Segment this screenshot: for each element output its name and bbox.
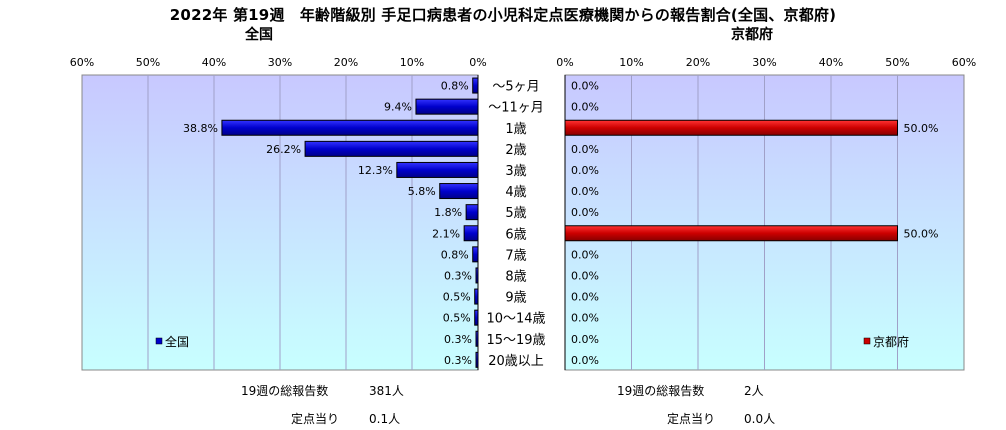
kyoto-total-label: 19週の総報告数 xyxy=(617,384,705,398)
page-title: 2022年 第19週 年齢階級別 手足口病患者の小児科定点医療機関からの報告割合… xyxy=(169,6,837,24)
bar xyxy=(472,246,479,263)
national-per-label: 定点当り xyxy=(291,412,340,426)
bar xyxy=(474,288,479,305)
category-label: 9歳 xyxy=(505,291,526,306)
kyoto-chart: 0% 10% 20% 30% 40% 50% 60% 0.0% 0.0% 50.0% 0.0% 0.0… xyxy=(556,56,976,371)
category-label: ～11ヶ月 xyxy=(488,101,544,116)
tick-label: 50% xyxy=(885,56,909,69)
national-total-value: 381人 xyxy=(369,384,404,398)
data-label: 0.0% xyxy=(571,248,599,261)
data-label: 0.0% xyxy=(571,354,599,367)
bar xyxy=(221,119,479,136)
bar xyxy=(475,267,479,284)
data-label: 0.0% xyxy=(571,80,599,93)
data-label: 0.0% xyxy=(571,333,599,346)
tick-label: 60% xyxy=(952,56,976,69)
data-label: 0.5% xyxy=(443,291,471,304)
tick-label: 40% xyxy=(202,56,226,69)
data-label: 0.3% xyxy=(444,333,472,346)
category-axis-labels: ～5ヶ月 ～11ヶ月 1歳 2歳 3歳 4歳 5歳 6歳 7歳 8歳 9歳 10～14歳 15～19歳 2… xyxy=(486,80,545,369)
data-label: 0.0% xyxy=(571,312,599,325)
kyoto-total-value: 2人 xyxy=(744,384,764,398)
bar xyxy=(564,225,898,242)
data-label: 50.0% xyxy=(904,227,939,240)
data-label: 0.0% xyxy=(571,143,599,156)
category-label: 2歳 xyxy=(505,143,526,158)
data-label: 38.8% xyxy=(183,122,218,135)
national-chart-title: 全国 xyxy=(245,27,273,43)
national-total-label: 19週の総報告数 xyxy=(241,384,329,398)
bar xyxy=(474,309,479,326)
data-label: 0.3% xyxy=(444,269,472,282)
category-label: 10～14歳 xyxy=(486,312,545,327)
tick-label: 30% xyxy=(268,56,292,69)
tick-label: 40% xyxy=(819,56,843,69)
data-label: 0.8% xyxy=(441,248,469,261)
bar xyxy=(475,351,479,368)
data-label: 0.8% xyxy=(441,80,469,93)
data-label: 0.0% xyxy=(571,291,599,304)
tick-label: 0% xyxy=(556,56,573,69)
tick-label: 20% xyxy=(686,56,710,69)
tick-label: 30% xyxy=(752,56,776,69)
category-label: 7歳 xyxy=(505,248,526,263)
tick-label: 60% xyxy=(70,56,94,69)
category-label: 6歳 xyxy=(505,227,526,242)
bar xyxy=(439,183,479,200)
data-label: 5.8% xyxy=(408,185,436,198)
category-label: 4歳 xyxy=(505,185,526,200)
data-label: 0.5% xyxy=(443,312,471,325)
data-label: 0.0% xyxy=(571,185,599,198)
bar xyxy=(472,77,479,94)
bar xyxy=(415,98,479,115)
category-label: ～5ヶ月 xyxy=(492,80,539,95)
tick-label: 50% xyxy=(136,56,160,69)
category-label: 3歳 xyxy=(505,164,526,179)
legend-swatch xyxy=(863,337,871,345)
kyoto-per-value: 0.0人 xyxy=(744,412,776,426)
kyoto-chart-title: 京都府 xyxy=(731,27,773,43)
category-label: 5歳 xyxy=(505,206,526,221)
data-label: 2.1% xyxy=(432,227,460,240)
data-label: 0.0% xyxy=(571,164,599,177)
data-label: 0.3% xyxy=(444,354,472,367)
bar xyxy=(463,225,479,242)
data-label: 0.0% xyxy=(571,206,599,219)
tick-label: 20% xyxy=(334,56,358,69)
data-label: 12.3% xyxy=(358,164,393,177)
data-label: 9.4% xyxy=(384,101,412,114)
bar xyxy=(465,204,479,221)
national-chart: 60% 50% 40% 30% 20% 10% 0%0.8%9.4%38.8%26.2%12… xyxy=(70,56,487,371)
tick-label: 10% xyxy=(400,56,424,69)
national-per-value: 0.1人 xyxy=(369,412,401,426)
bar xyxy=(396,161,479,178)
tick-label: 0% xyxy=(469,56,486,69)
data-label: 0.0% xyxy=(571,101,599,114)
bar xyxy=(475,330,479,347)
category-label: 15～19歳 xyxy=(486,333,545,348)
category-label: 8歳 xyxy=(505,269,526,284)
category-label: 20歳以上 xyxy=(488,354,544,369)
data-label: 26.2% xyxy=(266,143,301,156)
tick-label: 10% xyxy=(619,56,643,69)
bar xyxy=(304,140,479,157)
kyoto-per-label: 定点当り xyxy=(667,412,716,426)
bar xyxy=(564,119,898,136)
legend-label: 全国 xyxy=(165,334,189,349)
legend-swatch xyxy=(155,337,163,345)
legend-label: 京都府 xyxy=(873,334,909,349)
data-label: 50.0% xyxy=(904,122,939,135)
data-label: 1.8% xyxy=(434,206,462,219)
data-label: 0.0% xyxy=(571,269,599,282)
category-label: 1歳 xyxy=(505,122,526,137)
